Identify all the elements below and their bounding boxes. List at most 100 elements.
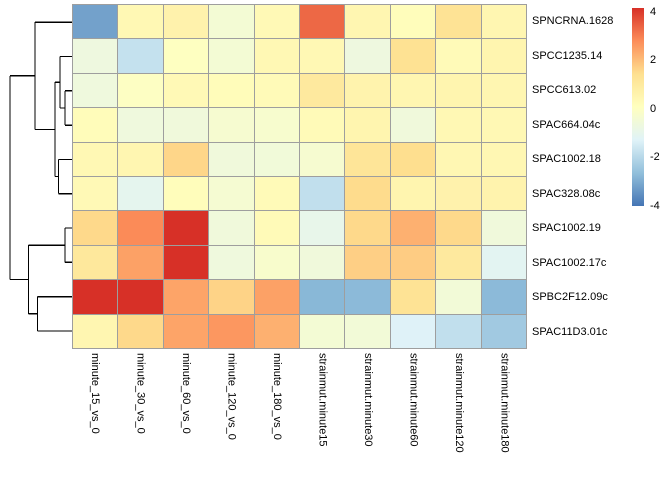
heatmap-cell xyxy=(209,280,254,314)
heatmap-cell xyxy=(254,211,299,245)
heatmap-cell xyxy=(118,108,163,142)
column-label: minute_180_vs_0 xyxy=(270,353,283,440)
heatmap-cell xyxy=(436,280,481,314)
column-labels: minute_15_vs_0 minute_30_vs_0 minute_60_vs… xyxy=(72,353,527,478)
heatmap-cell xyxy=(481,314,526,348)
legend-gradient-bar xyxy=(632,8,644,206)
row-labels: SPNCRNA.1628 SPCC1235.14 SPCC613.02 SPAC664… xyxy=(532,4,632,349)
legend-tick-labels: 4 2 0 -2 -4 xyxy=(650,6,672,211)
heatmap-cell xyxy=(209,314,254,348)
heatmap-cell xyxy=(118,177,163,211)
heatmap-cell xyxy=(481,142,526,176)
heatmap-cell xyxy=(73,211,118,245)
heatmap-cell xyxy=(118,142,163,176)
heatmap-cell xyxy=(390,177,436,211)
heatmap-cell xyxy=(254,314,299,348)
legend-tick-label: 2 xyxy=(650,54,657,66)
heatmap-cell xyxy=(436,314,481,348)
heatmap-cell xyxy=(345,245,390,280)
heatmap-cell xyxy=(118,5,163,39)
row-label: SPNCRNA.1628 xyxy=(532,15,614,28)
heatmap-cell xyxy=(163,314,209,348)
heatmap-cell xyxy=(481,280,526,314)
heatmap-cell xyxy=(481,177,526,211)
heatmap-cell xyxy=(436,177,481,211)
heatmap-cell xyxy=(345,5,390,39)
legend-tick-label: -4 xyxy=(650,199,660,212)
heatmap-cell xyxy=(254,142,299,176)
heatmap-cell xyxy=(300,5,345,39)
heatmap-cell xyxy=(254,108,299,142)
column-label: minute_120_vs_0 xyxy=(225,353,238,440)
heatmap-cell xyxy=(118,211,163,245)
heatmap-cell xyxy=(118,245,163,280)
heatmap-cell xyxy=(118,280,163,314)
heatmap-cell xyxy=(390,108,436,142)
heatmap-cell xyxy=(254,39,299,73)
row-label: SPAC1002.17c xyxy=(532,256,607,269)
heatmap-cell xyxy=(345,73,390,108)
heatmap-cell xyxy=(209,39,254,73)
heatmap-cell xyxy=(390,211,436,245)
heatmap-cell xyxy=(481,39,526,73)
heatmap-cell xyxy=(390,280,436,314)
heatmap-cell xyxy=(254,5,299,39)
legend-tick-label: -2 xyxy=(650,151,660,163)
heatmap-cell xyxy=(436,211,481,245)
row-label: SPCC613.02 xyxy=(532,84,597,97)
row-label: SPAC1002.18 xyxy=(532,153,601,166)
heatmap-cell xyxy=(300,108,345,142)
heatmap-cell xyxy=(436,39,481,73)
heatmap-cell xyxy=(481,73,526,108)
heatmap-cell xyxy=(163,280,209,314)
heatmap-cell xyxy=(390,39,436,73)
heatmap-cell xyxy=(163,245,209,280)
heatmap-cell xyxy=(209,177,254,211)
heatmap-cell xyxy=(300,177,345,211)
heatmap-cell xyxy=(209,245,254,280)
heatmap-cell xyxy=(254,245,299,280)
heatmap xyxy=(72,4,527,349)
heatmap-cell xyxy=(390,245,436,280)
row-label: SPAC328.08c xyxy=(532,187,601,200)
row-label: SPAC664.04c xyxy=(532,118,601,131)
row-label: SPAC1002.19 xyxy=(532,222,601,235)
row-label: SPBC2F12.09c xyxy=(532,291,608,304)
heatmap-cell xyxy=(118,314,163,348)
heatmap-cell xyxy=(481,108,526,142)
heatmap-cell xyxy=(163,177,209,211)
heatmap-cell xyxy=(390,142,436,176)
heatmap-cell xyxy=(345,177,390,211)
column-label: strainmut.minute15 xyxy=(316,353,329,447)
row-label: SPCC1235.14 xyxy=(532,49,603,62)
heatmap-cell xyxy=(73,108,118,142)
legend-tick-label: 0 xyxy=(650,102,657,115)
heatmap-cell xyxy=(345,314,390,348)
heatmap-cell xyxy=(73,142,118,176)
heatmap-cell xyxy=(300,314,345,348)
heatmap-cell xyxy=(300,142,345,176)
heatmap-cell xyxy=(254,177,299,211)
column-label: strainmut.minute180 xyxy=(498,353,511,453)
heatmap-cell xyxy=(73,39,118,73)
heatmap-cell xyxy=(481,211,526,245)
heatmap-cell xyxy=(481,5,526,39)
heatmap-cell xyxy=(300,73,345,108)
heatmap-cell xyxy=(163,73,209,108)
column-label: strainmut.minute120 xyxy=(452,353,465,453)
heatmap-cell xyxy=(254,280,299,314)
heatmap-cell xyxy=(345,280,390,314)
heatmap-cell xyxy=(390,5,436,39)
heatmap-cell xyxy=(163,211,209,245)
heatmap-cell xyxy=(209,108,254,142)
heatmap-cell xyxy=(73,177,118,211)
heatmap-cell xyxy=(254,73,299,108)
heatmap-cell xyxy=(300,280,345,314)
heatmap-cell xyxy=(481,245,526,280)
column-label: minute_60_vs_0 xyxy=(179,353,192,434)
heatmap-cell xyxy=(345,108,390,142)
heatmap-cell xyxy=(300,245,345,280)
heatmap-cell xyxy=(73,280,118,314)
